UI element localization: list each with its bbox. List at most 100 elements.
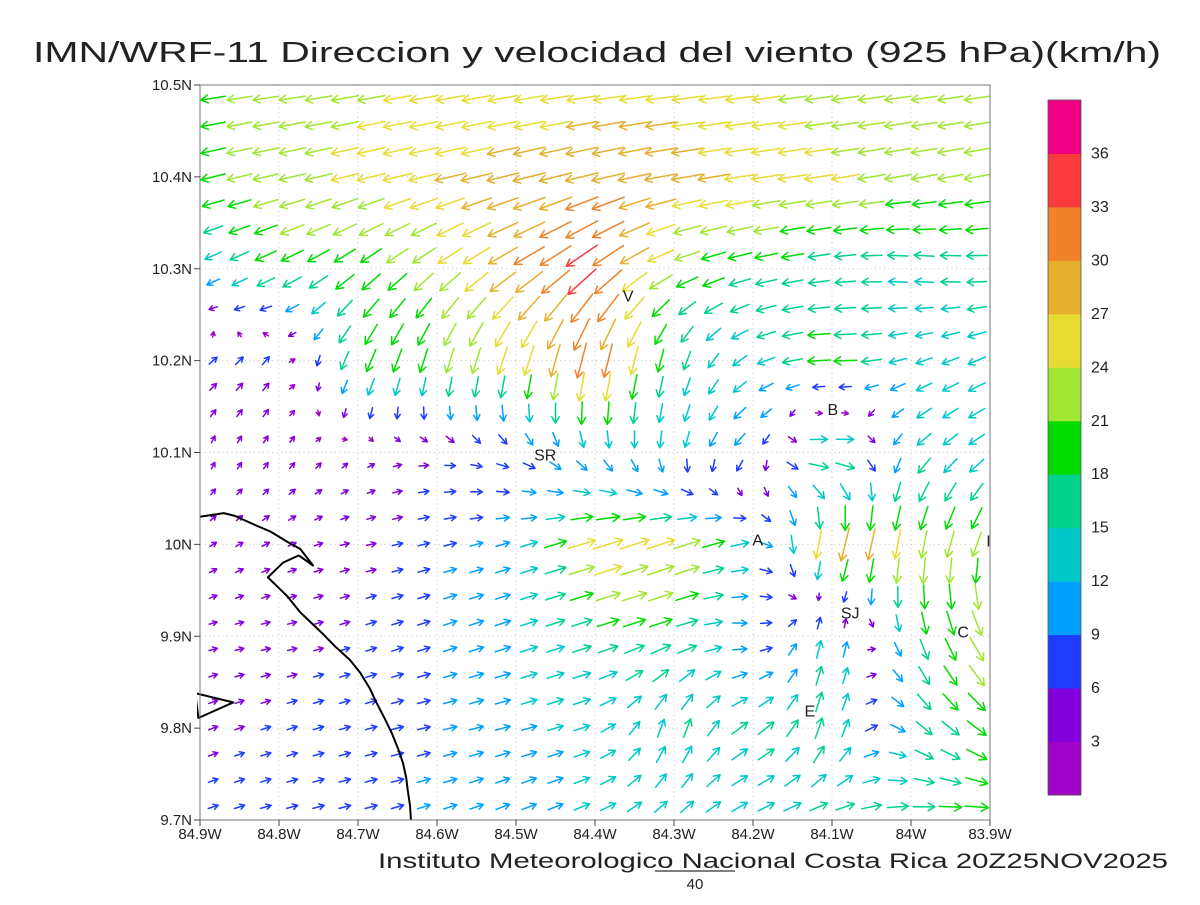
wind-vector	[750, 173, 782, 183]
wind-vector	[494, 671, 512, 679]
wind-vector	[678, 669, 696, 683]
wind-vector	[312, 698, 325, 705]
wind-vector	[568, 564, 596, 576]
wind-vector	[841, 641, 850, 658]
wind-vector	[549, 373, 560, 401]
wind-vector	[644, 173, 678, 184]
station-label: SJ	[841, 605, 860, 622]
wind-vector	[286, 777, 299, 784]
wind-vector	[968, 407, 986, 419]
wind-vector	[495, 488, 510, 496]
wind-vector	[940, 748, 961, 761]
wind-vector	[408, 120, 439, 131]
wind-vector	[914, 277, 935, 286]
wind-vector	[226, 94, 253, 104]
wind-vector	[626, 321, 642, 348]
wind-vector	[754, 251, 779, 262]
wind-vector	[619, 537, 650, 550]
wind-vector	[809, 435, 829, 444]
wind-vector	[495, 566, 511, 574]
wind-vector	[858, 199, 885, 209]
wind-vector	[622, 617, 647, 628]
wind-vector	[469, 566, 484, 574]
wind-vector	[893, 433, 903, 446]
wind-vector	[673, 537, 701, 550]
wind-vector	[539, 220, 572, 239]
wind-vector	[262, 461, 269, 470]
wind-vector	[857, 94, 886, 104]
wind-vector	[733, 406, 747, 420]
wind-vector	[725, 199, 755, 210]
wind-vector	[442, 697, 458, 706]
wind-vector	[209, 382, 218, 391]
wind-vector	[833, 329, 857, 340]
wind-vector	[416, 697, 431, 706]
wind-vector	[208, 672, 219, 679]
wind-vector	[227, 199, 252, 210]
wind-vector	[646, 223, 676, 237]
wind-vector	[330, 120, 360, 131]
wind-vector	[860, 330, 883, 340]
colorbar-segment	[1048, 634, 1081, 689]
wind-vector	[787, 485, 798, 499]
wind-vector	[655, 745, 667, 763]
wind-vector	[544, 294, 567, 322]
wind-vector	[416, 776, 431, 784]
wind-vector	[814, 560, 823, 581]
wind-vector	[762, 459, 770, 472]
wind-vector	[418, 462, 430, 469]
colorbar-segment	[1048, 100, 1081, 154]
wind-vector	[389, 298, 406, 319]
wind-vector	[233, 750, 246, 758]
wind-vector	[967, 356, 987, 366]
wind-vector	[208, 620, 218, 627]
wind-vector	[487, 221, 519, 238]
wind-vector	[841, 667, 850, 685]
wind-vector	[857, 120, 886, 131]
wind-vector	[733, 514, 747, 522]
wind-vector	[339, 541, 350, 548]
wind-vector	[942, 693, 959, 711]
wind-vector	[645, 198, 677, 210]
wind-vector	[313, 593, 324, 600]
station-labels: V B SR A SJ C E I	[534, 288, 991, 720]
station-label: E	[805, 704, 816, 721]
wind-vector	[604, 430, 613, 449]
wind-vector	[576, 401, 587, 426]
wind-vector	[938, 224, 963, 235]
wind-vector	[260, 698, 272, 705]
wind-vector	[597, 293, 620, 323]
wind-vector	[969, 458, 985, 473]
wind-vector	[494, 618, 512, 627]
y-tick-label: 10.1N	[152, 445, 192, 462]
wind-vector	[815, 616, 823, 630]
wind-vector	[964, 802, 990, 812]
wind-vector	[943, 457, 958, 474]
wind-vector	[335, 273, 355, 290]
x-tick-label: 84.6W	[415, 826, 459, 843]
wind-vector	[313, 619, 324, 627]
wind-vector	[808, 462, 830, 471]
wind-vector	[731, 671, 748, 679]
x-tick-label: 84.5W	[494, 826, 538, 843]
wind-vector	[864, 383, 879, 391]
station-label: C	[957, 625, 969, 642]
wind-vector	[434, 120, 466, 131]
wind-vector	[364, 724, 378, 732]
x-tick-label: 84.1W	[810, 826, 854, 843]
wind-vector	[235, 541, 244, 548]
wind-vector	[313, 541, 324, 548]
wind-vector	[597, 643, 619, 654]
wind-vector	[387, 272, 408, 291]
wind-vector	[838, 383, 852, 391]
wind-vector	[760, 408, 773, 419]
wind-vector	[338, 325, 352, 344]
wind-vector	[390, 776, 405, 784]
wind-vector	[630, 458, 639, 473]
wind-vector	[572, 697, 591, 706]
wind-vector	[391, 348, 403, 373]
wind-vector	[497, 375, 507, 399]
wind-vector	[860, 251, 883, 261]
wind-vector	[573, 802, 591, 811]
